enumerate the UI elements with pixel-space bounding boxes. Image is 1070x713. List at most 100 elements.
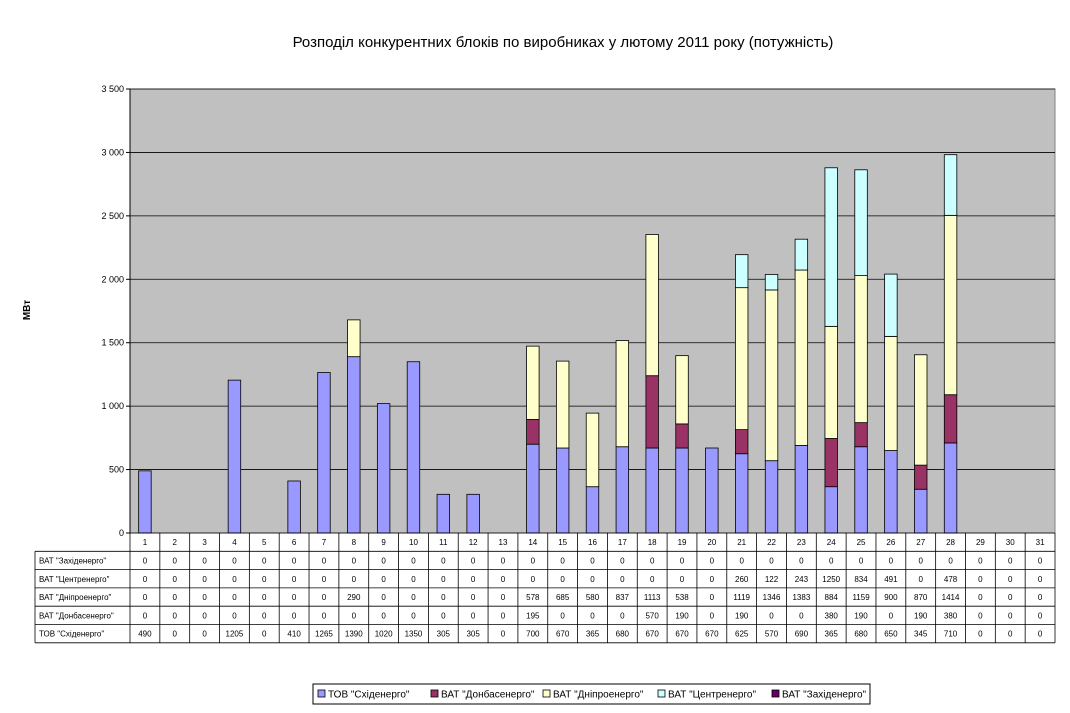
bar-segment (555, 447, 570, 534)
bar-segment (854, 275, 868, 424)
x-tick-label: 6 (292, 538, 297, 547)
data-label: 260 (735, 575, 749, 584)
x-tick-label: 25 (857, 538, 866, 547)
data-label: 1414 (942, 593, 960, 602)
data-label: 0 (173, 611, 178, 620)
data-label: 0 (232, 611, 237, 620)
data-label: 700 (526, 630, 540, 639)
bar-segment (884, 273, 898, 337)
data-label: 0 (501, 593, 506, 602)
data-label: 380 (825, 611, 839, 620)
data-label: 0 (680, 556, 685, 565)
data-label: 410 (287, 630, 301, 639)
data-label: 478 (944, 575, 958, 584)
data-label: 0 (889, 556, 894, 565)
data-label: 0 (620, 611, 625, 620)
data-label: 0 (889, 611, 894, 620)
bar-segment (138, 470, 152, 534)
data-label: 0 (471, 611, 476, 620)
bar-segment (526, 345, 540, 420)
data-label: 0 (501, 611, 506, 620)
data-label: 0 (560, 575, 565, 584)
data-label: 650 (884, 630, 898, 639)
data-label: 0 (322, 611, 327, 620)
bar-segment (735, 254, 749, 289)
bar-segment (824, 325, 838, 439)
gridlines (126, 88, 1055, 534)
data-label: 570 (645, 611, 659, 620)
data-label: 0 (560, 611, 565, 620)
data-label: 0 (352, 611, 357, 620)
bar-segment (794, 238, 809, 271)
bar-segment (615, 340, 630, 448)
data-label: 578 (526, 593, 540, 602)
legend-swatch (542, 689, 551, 698)
bar-segment (764, 460, 779, 534)
data-label: 122 (765, 575, 779, 584)
data-label: 0 (978, 556, 983, 565)
x-tick-label: 28 (946, 538, 955, 547)
bar-segment (585, 412, 600, 488)
data-label: 1383 (792, 593, 810, 602)
table-row-label: ВАТ "Центренерго" (39, 575, 110, 584)
data-label: 0 (322, 575, 327, 584)
table-row-label: ВАТ "Західенерго" (39, 556, 106, 565)
data-label: 0 (978, 575, 983, 584)
bar-segment (436, 493, 450, 534)
bar-segment (585, 486, 600, 534)
data-label: 0 (471, 556, 476, 565)
bar-segment (645, 375, 659, 449)
data-label: 0 (501, 630, 506, 639)
data-label: 0 (471, 593, 476, 602)
table-row-label: ВАТ "Дніпроенерго" (39, 593, 112, 602)
bar-segment (645, 447, 659, 534)
y-tick-label: 3 000 (101, 147, 124, 157)
data-label: 0 (978, 593, 983, 602)
x-tick-label: 30 (1006, 538, 1015, 547)
data-label: 0 (531, 556, 536, 565)
data-label: 1113 (644, 593, 661, 602)
data-label: 0 (471, 575, 476, 584)
data-label: 0 (202, 611, 207, 620)
x-tick-label: 29 (976, 538, 985, 547)
y-tick-label: 0 (119, 528, 124, 538)
data-label: 0 (262, 611, 267, 620)
data-label: 380 (944, 611, 958, 620)
data-label: 0 (202, 630, 207, 639)
data-label: 570 (765, 630, 779, 639)
table-row-label: ВАТ "Донбасенерго" (39, 611, 114, 620)
data-label: 0 (143, 556, 148, 565)
x-tick-label: 22 (767, 538, 776, 547)
legend-label: ВАТ "Дніпроенерго" (553, 690, 644, 701)
data-label: 0 (292, 611, 297, 620)
bar-segment (317, 372, 331, 534)
data-label: 0 (322, 556, 327, 565)
data-table: 1 2 3 4 5 6 7 8 9 10 11 12 13 14 15 16 17 18 19 20 21 22 23 24 2… (34, 532, 1056, 644)
data-label: 884 (825, 593, 839, 602)
data-label: 0 (411, 556, 416, 565)
bar-segment (466, 493, 480, 534)
bar-segment (347, 356, 361, 534)
bar-segment (884, 450, 898, 534)
y-tick-label: 1 000 (101, 401, 124, 411)
data-label: 0 (1008, 575, 1013, 584)
data-label: 690 (795, 630, 809, 639)
legend-swatch (317, 689, 326, 698)
data-label: 195 (526, 611, 540, 620)
legend-box (312, 683, 871, 705)
bars (138, 154, 958, 534)
data-label: 305 (466, 630, 480, 639)
data-label: 0 (1038, 575, 1043, 584)
bar-segment (854, 169, 868, 277)
data-label: 580 (586, 593, 600, 602)
bar-segment (943, 214, 958, 396)
data-label: 625 (735, 630, 749, 639)
data-label: 0 (143, 611, 148, 620)
bar-segment (615, 446, 630, 534)
bar-segment (227, 379, 242, 534)
data-label: 0 (173, 593, 178, 602)
data-label: 1390 (345, 630, 363, 639)
bar-segment (645, 234, 659, 377)
bar-segment (943, 154, 958, 216)
data-label: 0 (769, 611, 774, 620)
